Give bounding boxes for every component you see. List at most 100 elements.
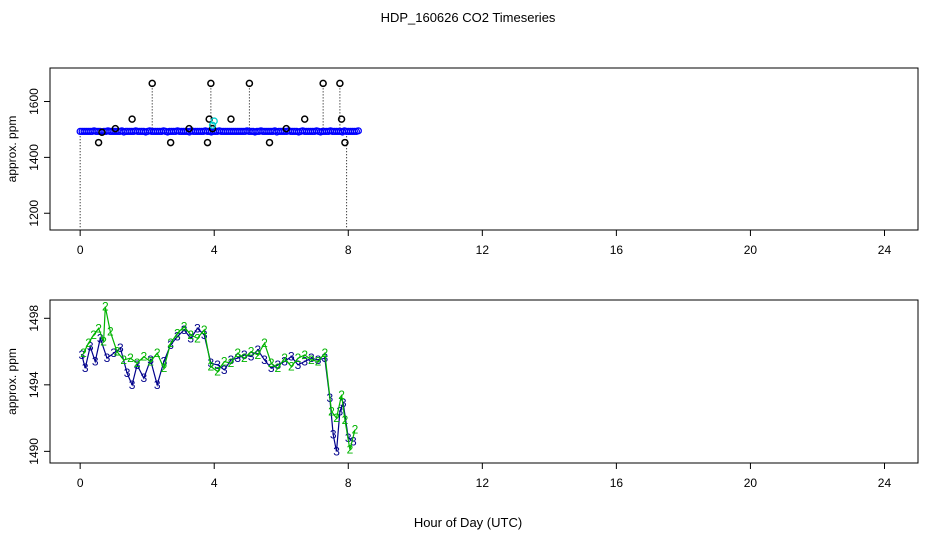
top-spike-point (185, 124, 193, 133)
bottom-series-marker-2: 2 (147, 355, 154, 369)
chart-title: HDP_160626 CO2 Timeseries (381, 10, 556, 25)
bottom-series-marker-3: 3 (201, 328, 208, 342)
bottom-series-marker-2: 2 (315, 355, 322, 369)
top-x-tick-label: 12 (476, 243, 490, 257)
bottom-series-marker-3: 3 (140, 371, 147, 385)
bottom-series-marker-2: 2 (268, 356, 275, 370)
bottom-series-marker-2: 2 (241, 351, 248, 365)
top-spike-point (166, 138, 175, 147)
top-spike-point (98, 128, 106, 136)
bottom-series-marker-2: 2 (80, 346, 87, 360)
top-x-tick-label: 20 (744, 243, 758, 257)
bottom-series-marker-2: 2 (90, 328, 97, 342)
bottom-series-marker-3: 3 (187, 331, 194, 345)
bottom-series-marker-2: 2 (288, 360, 295, 374)
bottom-series-marker-3: 3 (308, 351, 315, 365)
bottom-series-marker-2: 2 (154, 346, 161, 360)
bottom-series-marker-3: 3 (110, 346, 117, 360)
bottom-series-marker-2: 2 (221, 355, 228, 369)
bottom-series-marker-3: 3 (301, 355, 308, 369)
bottom-series-marker-2: 2 (127, 351, 134, 365)
bottom-series-marker-2: 2 (301, 348, 308, 362)
bottom-series-marker-2: 2 (347, 443, 354, 457)
top-accent-point (208, 121, 217, 129)
top-y-tick-label: 1200 (27, 200, 41, 227)
x-axis-label: Hour of Day (UTC) (414, 515, 522, 530)
bottom-series-marker-2: 2 (194, 331, 201, 345)
top-spike-point (337, 115, 346, 123)
bottom-series-marker-3: 3 (167, 338, 174, 352)
bottom-series-marker-3: 3 (134, 358, 141, 372)
top-spike-point (300, 115, 309, 123)
top-x-tick-label: 8 (345, 243, 352, 257)
bottom-series-marker-3: 3 (234, 351, 241, 365)
top-spike-point (227, 115, 235, 123)
bottom-series-marker-3: 3 (340, 396, 347, 410)
bottom-series-marker-2: 2 (102, 300, 109, 314)
bottom-series-marker-3: 3 (174, 330, 181, 344)
bottom-series-marker-2: 2 (308, 353, 315, 367)
bottom-series-marker-3: 3 (92, 355, 99, 369)
bottom-series-marker-2: 2 (208, 360, 215, 374)
bottom-y-tick-label: 1498 (27, 305, 41, 332)
bottom-series-marker-3: 3 (288, 350, 295, 364)
bottom-series-marker-3: 3 (194, 321, 201, 335)
bottom-series-marker-3: 3 (333, 444, 340, 458)
bottom-series-marker-2: 2 (174, 326, 181, 340)
bottom-series-marker-3: 3 (129, 378, 136, 392)
bottom-series-marker-2: 2 (161, 361, 168, 375)
bottom-series-marker-2: 2 (248, 345, 255, 359)
bottom-series-marker-2: 2 (187, 328, 194, 342)
top-spike-point (94, 138, 103, 147)
bottom-x-tick-label: 12 (476, 476, 490, 490)
top-spike-point (207, 79, 215, 88)
bottom-series-marker-2: 2 (140, 350, 147, 364)
top-spike-point (111, 124, 120, 133)
top-spike-point (319, 79, 327, 88)
bottom-x-tick-label: 16 (610, 476, 624, 490)
bottom-series-marker-2: 2 (181, 320, 188, 334)
bottom-series-marker-3: 3 (275, 358, 282, 372)
bottom-series-marker-3: 3 (315, 353, 322, 367)
top-y-tick-label: 1600 (27, 88, 41, 115)
bottom-series-marker-2: 2 (261, 336, 268, 350)
bottom-series-marker-3: 3 (221, 363, 228, 377)
top-x-tick-label: 24 (878, 243, 892, 257)
bottom-series-marker-2: 2 (228, 356, 235, 370)
top-spike-point (128, 115, 136, 123)
top-spike-point (148, 79, 156, 88)
top-spike-point (341, 138, 349, 147)
top-spike-point (245, 79, 254, 88)
bottom-series-marker-3: 3 (82, 361, 89, 375)
bottom-series-marker-3: 3 (350, 434, 357, 448)
bottom-series-marker-2: 2 (295, 351, 302, 365)
bottom-series-marker-2: 2 (107, 325, 114, 339)
bottom-series-marker-2: 2 (214, 365, 221, 379)
bottom-series-marker-3: 3 (147, 353, 154, 367)
bottom-series-marker-3: 3 (268, 361, 275, 375)
top-x-tick-label: 4 (211, 243, 218, 257)
top-spike-point (282, 124, 291, 133)
bottom-x-tick-label: 4 (211, 476, 218, 490)
bottom-series-marker-3: 3 (261, 353, 268, 367)
bottom-series-marker-2: 2 (352, 423, 359, 437)
bottom-series-marker-2: 2 (134, 356, 141, 370)
bottom-x-tick-label: 24 (878, 476, 892, 490)
bottom-series-marker-3: 3 (97, 331, 104, 345)
bottom-series-line-2 (82, 306, 356, 450)
bottom-series-marker-3: 3 (208, 356, 215, 370)
bottom-series-marker-2: 2 (321, 346, 328, 360)
bottom-series-marker-2: 2 (281, 351, 288, 365)
top-y-axis-label: approx. ppm (5, 116, 19, 183)
bottom-series-marker-3: 3 (87, 340, 94, 354)
bottom-plot-frame (49, 299, 919, 464)
bottom-series-marker-2: 2 (275, 361, 282, 375)
top-spike-point (208, 124, 217, 133)
bottom-y-tick-label: 1490 (27, 438, 41, 465)
bottom-series-marker-3: 3 (124, 366, 131, 380)
bottom-series-marker-2: 2 (120, 353, 127, 367)
bottom-series-marker-2: 2 (338, 388, 345, 402)
bottom-series-marker-3: 3 (330, 428, 337, 442)
top-panel: 0 4 8 12 16 20 24 1200 1400 1600 approx. ppm (5, 67, 919, 257)
